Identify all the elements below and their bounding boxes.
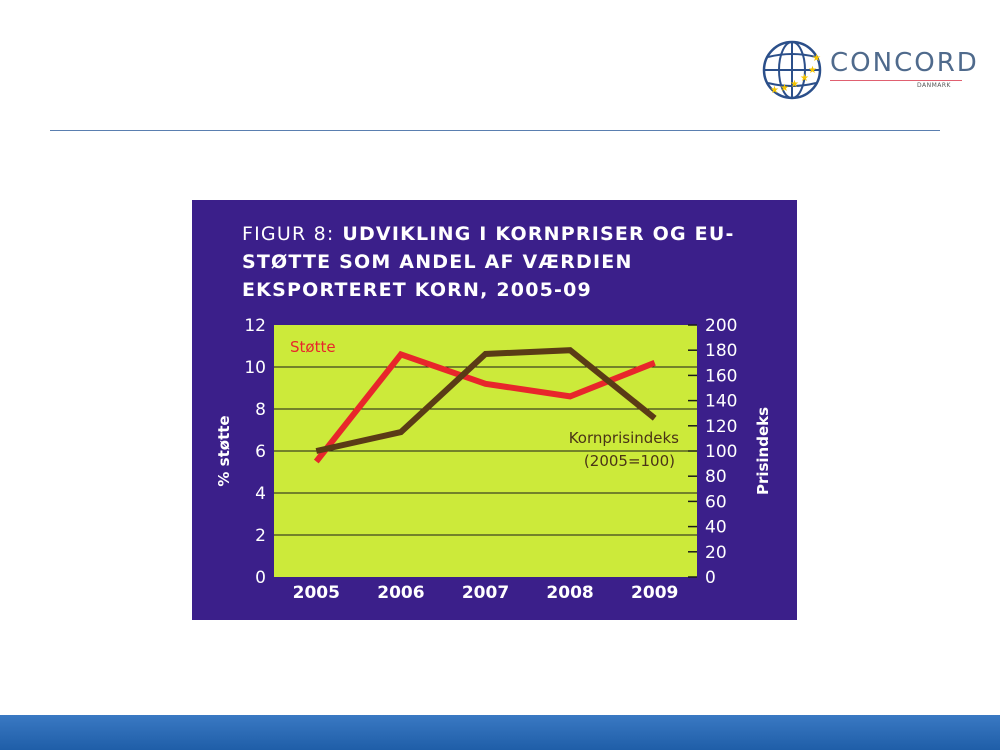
x-tick-label: 2005 (293, 583, 340, 603)
chart-title-prefix: FIGUR 8: (242, 223, 335, 245)
chart-svg: 0246810120204060801001201401601802002005… (215, 316, 772, 603)
y2-tick-label: 140 (705, 392, 737, 412)
svg-text:★: ★ (780, 83, 789, 94)
svg-text:★: ★ (770, 85, 779, 96)
chart-title: FIGUR 8: UDVIKLING I KORNPRISER OG EU-ST… (242, 220, 762, 304)
y-tick-label: 0 (255, 568, 266, 588)
y-axis-label: % støtte (215, 415, 233, 486)
y2-tick-label: 160 (705, 366, 737, 386)
x-tick-label: 2008 (546, 583, 593, 603)
logo-underline (830, 80, 962, 81)
x-tick-label: 2006 (377, 583, 424, 603)
y-tick-label: 12 (244, 316, 266, 336)
y2-tick-label: 200 (705, 316, 737, 336)
logo-subtitle: DANMARK (917, 82, 951, 89)
footer-bar (0, 715, 1000, 750)
chart-title-text: UDVIKLING I KORNPRISER OG EU-STØTTE SOM … (242, 223, 735, 301)
globe-icon: ★ ★ ★ ★ ★ ★ (762, 40, 822, 100)
logo-name: CONCORD (830, 48, 979, 78)
y2-tick-label: 120 (705, 417, 737, 437)
y2-tick-label: 100 (705, 442, 737, 462)
y2-axis-label: Prisindeks (754, 407, 772, 495)
header-divider (50, 130, 940, 131)
x-tick-label: 2009 (631, 583, 678, 603)
y2-tick-label: 80 (705, 467, 727, 487)
y2-tick-label: 180 (705, 341, 737, 361)
y-tick-label: 8 (255, 400, 266, 420)
concord-logo: ★ ★ ★ ★ ★ ★ (760, 35, 970, 105)
y2-tick-label: 40 (705, 518, 727, 538)
chart-figure: FIGUR 8: UDVIKLING I KORNPRISER OG EU-ST… (192, 200, 797, 620)
y-tick-label: 2 (255, 526, 266, 546)
annotation-base-year: (2005=100) (584, 452, 675, 470)
y2-tick-label: 20 (705, 543, 727, 563)
y-tick-label: 10 (244, 358, 266, 378)
y2-tick-label: 0 (705, 568, 716, 588)
svg-text:★: ★ (800, 73, 809, 84)
x-tick-label: 2007 (462, 583, 509, 603)
svg-text:★: ★ (812, 53, 821, 64)
y-tick-label: 4 (255, 484, 266, 504)
y-tick-label: 6 (255, 442, 266, 462)
svg-text:★: ★ (790, 79, 799, 90)
annotation-kornprisindeks: Kornprisindeks (569, 429, 679, 447)
svg-text:★: ★ (808, 65, 817, 76)
annotation-stotte: Støtte (290, 338, 336, 356)
y2-tick-label: 60 (705, 492, 727, 512)
